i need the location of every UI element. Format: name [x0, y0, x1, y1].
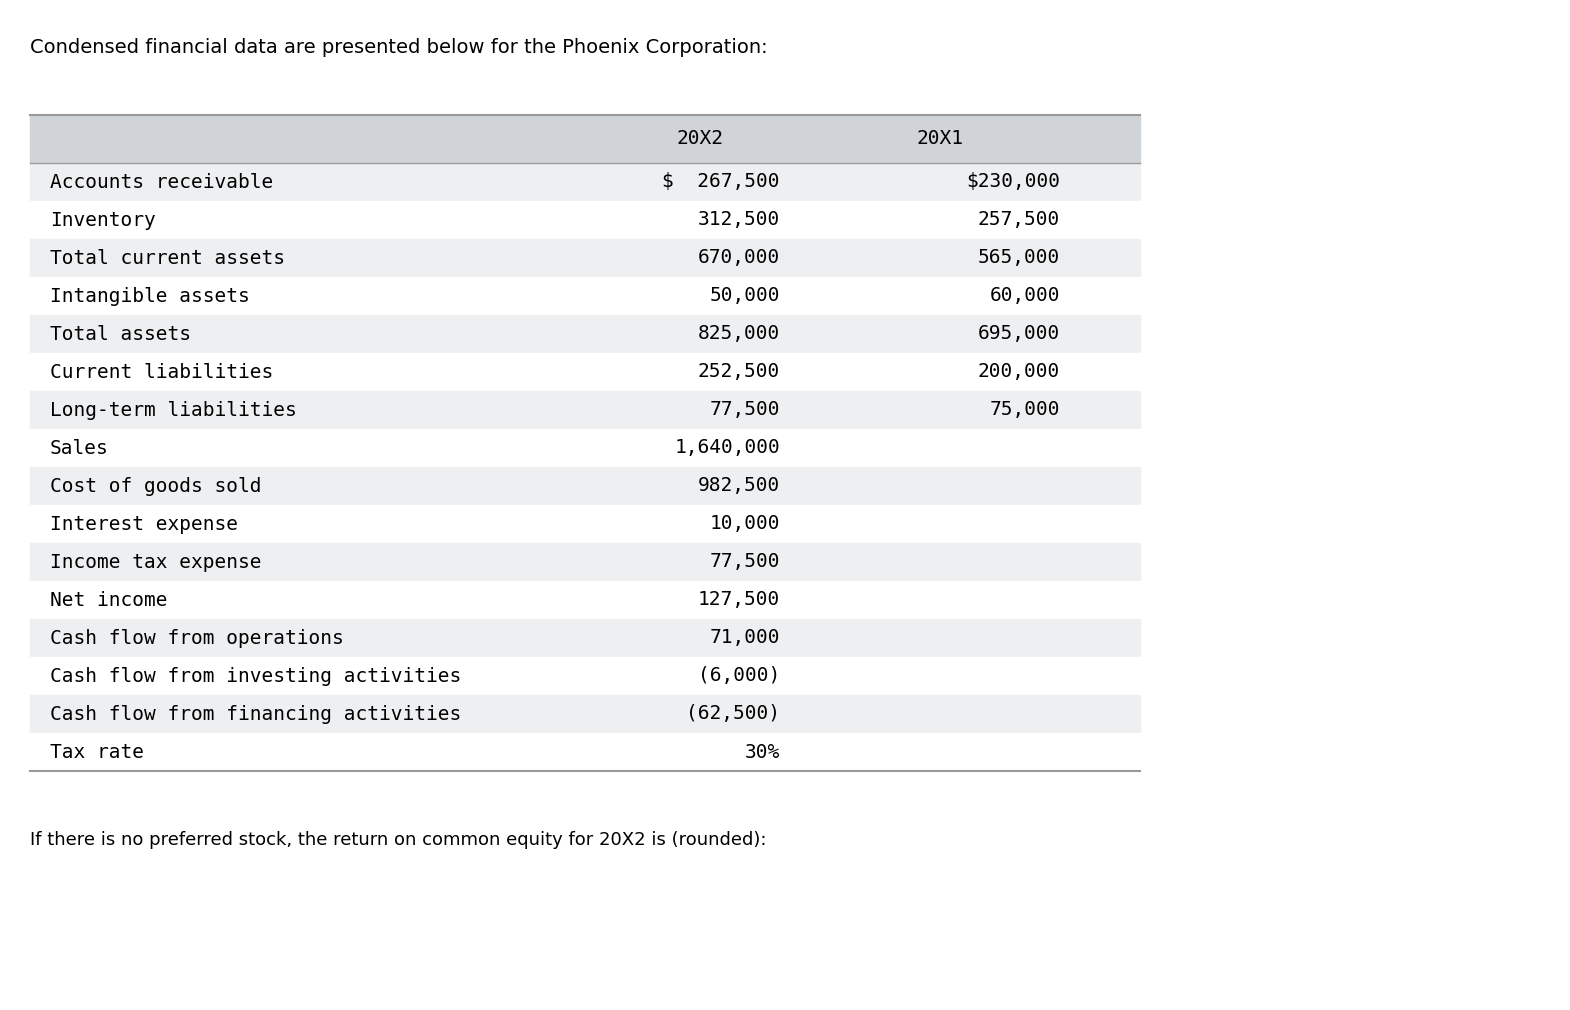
Text: Cost of goods sold: Cost of goods sold	[50, 477, 262, 496]
Text: Condensed financial data are presented below for the Phoenix Corporation:: Condensed financial data are presented b…	[30, 38, 768, 57]
Text: Long-term liabilities: Long-term liabilities	[50, 401, 297, 419]
Text: Interest expense: Interest expense	[50, 514, 239, 533]
Text: 312,500: 312,500	[697, 210, 780, 229]
Text: 565,000: 565,000	[978, 248, 1060, 268]
Bar	[30, 467, 1140, 505]
Bar	[30, 656, 1140, 695]
Text: 20X2: 20X2	[677, 129, 724, 148]
Text: 695,000: 695,000	[978, 324, 1060, 343]
Text: 50,000: 50,000	[710, 287, 780, 305]
Text: 75,000: 75,000	[989, 401, 1060, 419]
Text: 71,000: 71,000	[710, 628, 780, 647]
Text: Income tax expense: Income tax expense	[50, 552, 262, 572]
Bar	[30, 315, 1140, 354]
Text: Cash flow from operations: Cash flow from operations	[50, 628, 344, 647]
Bar	[30, 733, 1140, 771]
Bar	[30, 543, 1140, 581]
Text: 200,000: 200,000	[978, 363, 1060, 382]
Bar	[30, 239, 1140, 277]
Text: 77,500: 77,500	[710, 401, 780, 419]
Text: 252,500: 252,500	[697, 363, 780, 382]
Text: 30%: 30%	[744, 742, 780, 762]
Text: 257,500: 257,500	[978, 210, 1060, 229]
Text: Total current assets: Total current assets	[50, 248, 286, 268]
Text: Tax rate: Tax rate	[50, 742, 144, 762]
Text: 127,500: 127,500	[697, 591, 780, 609]
Bar	[30, 581, 1140, 619]
Bar	[30, 277, 1140, 315]
Bar	[30, 201, 1140, 239]
Text: If there is no preferred stock, the return on common equity for 20X2 is (rounded: If there is no preferred stock, the retu…	[30, 831, 766, 849]
Text: 77,500: 77,500	[710, 552, 780, 572]
Text: Cash flow from financing activities: Cash flow from financing activities	[50, 705, 462, 723]
Bar	[30, 354, 1140, 391]
Text: Current liabilities: Current liabilities	[50, 363, 273, 382]
Text: Accounts receivable: Accounts receivable	[50, 173, 273, 192]
Text: $  267,500: $ 267,500	[663, 173, 780, 192]
Bar	[30, 429, 1140, 467]
Bar	[30, 695, 1140, 733]
Text: 982,500: 982,500	[697, 477, 780, 496]
Text: 60,000: 60,000	[989, 287, 1060, 305]
Text: Net income: Net income	[50, 591, 168, 609]
Bar	[30, 391, 1140, 429]
Text: Sales: Sales	[50, 438, 108, 458]
Text: Inventory: Inventory	[50, 210, 155, 229]
Text: $230,000: $230,000	[966, 173, 1060, 192]
Bar	[30, 619, 1140, 656]
Bar	[30, 115, 1140, 163]
Text: Cash flow from investing activities: Cash flow from investing activities	[50, 667, 462, 686]
Text: 670,000: 670,000	[697, 248, 780, 268]
Bar	[30, 163, 1140, 201]
Text: Total assets: Total assets	[50, 324, 192, 343]
Text: 20X1: 20X1	[917, 129, 964, 148]
Bar	[30, 505, 1140, 543]
Text: 825,000: 825,000	[697, 324, 780, 343]
Text: (6,000): (6,000)	[697, 667, 780, 686]
Text: Intangible assets: Intangible assets	[50, 287, 250, 305]
Text: (62,500): (62,500)	[686, 705, 780, 723]
Text: 10,000: 10,000	[710, 514, 780, 533]
Text: 1,640,000: 1,640,000	[674, 438, 780, 458]
